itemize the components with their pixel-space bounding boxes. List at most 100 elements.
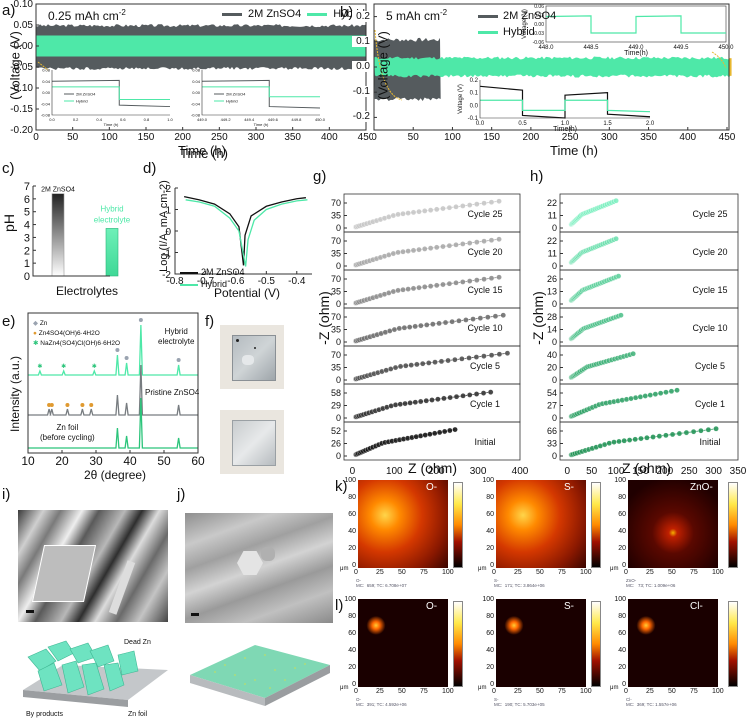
panel-h: h) 0 11 22 Cycle 25 0 11 22 Cycle 20 0 13 26 Cycle … (520, 160, 748, 476)
svg-text:20: 20 (547, 363, 557, 373)
annotation-by-products: By products (26, 711, 63, 718)
panel-b-ytick: 0.1 (352, 35, 370, 47)
svg-text:-0.08: -0.08 (41, 113, 51, 118)
sims-unit: μm (610, 685, 619, 691)
svg-text:300: 300 (248, 132, 265, 140)
sims-colorbar (728, 482, 738, 568)
svg-text:Cycle 10: Cycle 10 (692, 323, 727, 333)
svg-text:26: 26 (547, 274, 557, 284)
sims-ytick: 0 (352, 681, 356, 688)
svg-text:Cycle 1: Cycle 1 (470, 399, 500, 409)
sims-xtick: 25 (514, 688, 522, 695)
sims-xtick: 0 (624, 569, 628, 576)
svg-text:-0.6: -0.6 (227, 276, 245, 287)
svg-text:300: 300 (470, 466, 487, 475)
sims-colorbar (453, 601, 463, 687)
svg-text:-0.20: -0.20 (10, 125, 33, 136)
sims-ytick: 40 (348, 647, 356, 654)
svg-text:449.0: 449.0 (628, 45, 644, 51)
sims-ytick: 100 (482, 596, 494, 603)
svg-text:0: 0 (336, 299, 341, 309)
panel-a-voltage-chart: 0 50 100 150 200 250 300 350 400 450 -0.20 -0.15 -0.… (10, 0, 372, 140)
svg-text:0.00: 0.00 (14, 41, 34, 52)
sims-ytick: 100 (614, 596, 626, 603)
panel-b-voltage-chart: 0 50 100 150 200 250 300 350 400 450 448.0 448.5 449… (372, 3, 736, 143)
sims-ion-label: O- (426, 482, 438, 493)
sem-image-zn (18, 510, 168, 622)
svg-text:0.05: 0.05 (14, 20, 34, 31)
svg-text:449.8: 449.8 (291, 117, 302, 122)
svg-text:-0.05: -0.05 (10, 62, 33, 73)
sims-xtick: 100 (580, 569, 592, 576)
svg-text:0: 0 (336, 375, 341, 385)
svg-text:60: 60 (191, 454, 205, 468)
sims-ytick: 0 (622, 562, 626, 569)
svg-text:-0.4: -0.4 (288, 276, 306, 287)
svg-text:13: 13 (547, 287, 557, 297)
panel-h-xlabel: Z (ohm) (622, 460, 671, 476)
zinc-sulfate-hydroxide-marker-icon: ● (33, 330, 37, 337)
sims-ion-label: S- (564, 601, 574, 612)
sims-unit: μm (610, 566, 619, 572)
sims-xtick: 0 (624, 688, 628, 695)
svg-text:0.0: 0.0 (49, 117, 55, 122)
svg-text:100: 100 (608, 466, 625, 475)
sims-xtick: 75 (558, 569, 566, 576)
panel-b-ylabel: (Voltage (V) (375, 31, 391, 100)
panel-a-annotation: 0.25 mAh cm-2 (48, 8, 126, 23)
svg-text:450: 450 (719, 132, 736, 143)
svg-text:35: 35 (331, 211, 341, 221)
svg-text:-2: -2 (162, 270, 171, 281)
svg-text:-1: -1 (162, 249, 171, 260)
svg-text:0: 0 (565, 466, 571, 475)
sims-map-l-s: S- μm S- MC: 190; TC: 5.703e+05 0 25 50 75 1… (478, 596, 613, 712)
svg-text:200: 200 (523, 132, 540, 143)
sims-xtick: 50 (668, 569, 676, 576)
sims-ytick: 0 (490, 562, 494, 569)
svg-text:100: 100 (101, 132, 118, 140)
panel-d-tafel-chart: -0.8 -0.7 -0.6 -0.5 -0.4 -2 -1 0 1 2 (162, 184, 312, 287)
svg-text:-0.15: -0.15 (10, 104, 33, 115)
svg-text:6: 6 (24, 194, 30, 206)
svg-text:300: 300 (601, 132, 618, 143)
sims-ytick: 20 (618, 545, 626, 552)
photo-hybrid-electrode (220, 325, 284, 389)
svg-text:1: 1 (165, 206, 171, 217)
svg-text:0: 0 (552, 337, 557, 347)
sims-unit: μm (340, 685, 349, 691)
svg-text:35: 35 (331, 363, 341, 373)
svg-text:0: 0 (336, 337, 341, 347)
svg-text:0.10: 0.10 (14, 0, 34, 10)
svg-text:70: 70 (331, 236, 341, 246)
svg-text:4: 4 (24, 220, 30, 232)
svg-text:449.6: 449.6 (268, 117, 279, 122)
legend-swatch-hybrid (180, 283, 198, 286)
svg-text:1.5: 1.5 (603, 121, 612, 127)
panel-a-xlabel-visible: Time (h) (178, 143, 226, 158)
panel-d-legend: 2M ZnSO4 Hybrid (180, 266, 245, 290)
panel-d-label: d) (143, 160, 157, 177)
sims-colorbar (591, 482, 601, 568)
sims-colorbar (591, 601, 601, 687)
svg-text:0: 0 (552, 299, 557, 309)
sims-ytick: 60 (348, 630, 356, 637)
svg-text:100: 100 (444, 132, 461, 143)
sims-ytick: 0 (622, 681, 626, 688)
svg-text:50: 50 (157, 454, 171, 468)
panel-a: a) 0 50 100 150 200 250 300 350 400 450 -0.20 -0.15… (0, 0, 372, 161)
sims-xtick: 100 (580, 688, 592, 695)
sims-ytick: 60 (486, 630, 494, 637)
svg-text:0.0: 0.0 (476, 121, 485, 127)
svg-text:2: 2 (24, 245, 30, 257)
sims-xtick: 0 (492, 688, 496, 695)
panel-d-ylabel: Log (I/A, mA cm-2) (158, 180, 170, 272)
sims-xtick: 50 (536, 569, 544, 576)
panel-e: e) ✱ ✱ ✱ 10 20 30 40 50 60 ◆ Zn ● Zn4SO4(OH)6·4H… (0, 305, 210, 482)
svg-text:0.6: 0.6 (120, 117, 126, 122)
svg-text:Cycle 5: Cycle 5 (470, 361, 500, 371)
svg-text:400: 400 (321, 132, 338, 140)
sims-ytick: 0 (490, 681, 494, 688)
svg-text:52: 52 (331, 426, 341, 436)
panel-h-ylabel: -Z (ohm) (530, 291, 546, 345)
svg-text:250: 250 (211, 132, 228, 140)
